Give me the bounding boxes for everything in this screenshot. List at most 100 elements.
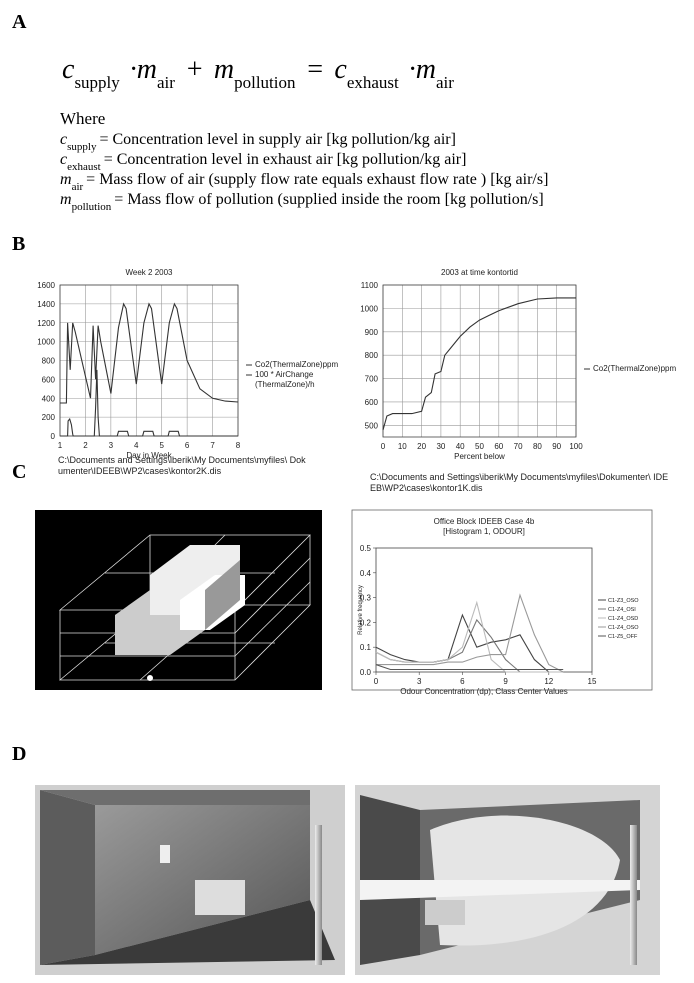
legend-label: 100 * AirChange (ThermalZone)/h [255, 370, 315, 389]
legend-label: C1-Z4_OSI [608, 607, 636, 613]
equation-subscript: air [436, 73, 454, 92]
subscript: exhaust [67, 161, 101, 173]
x-tick-label: 50 [475, 442, 484, 451]
x-tick-label: 4 [134, 441, 139, 450]
equation-subscript: exhaust [347, 73, 399, 92]
y-tick-label: 800 [365, 351, 379, 360]
where-list: csupply = Concentration level in supply a… [60, 131, 548, 213]
chart-title: Office Block IDEEB Case 4b [434, 517, 535, 526]
y-tick-label: 0.5 [360, 544, 372, 553]
series-line [376, 593, 564, 673]
equation-term: ·m [409, 54, 436, 85]
legend-label: Co2(ThermalZone)ppm [593, 364, 677, 373]
x-tick-label: 10 [398, 442, 407, 451]
x-tick-label: 1 [58, 441, 63, 450]
where-line: cexhaust = Concentration level in exhaust… [60, 151, 466, 173]
x-tick-label: 0 [381, 442, 386, 451]
x-tick-label: 7 [210, 441, 215, 450]
equation: csupply ·mair + mpollution = cexhaust ·mair [62, 54, 454, 92]
x-tick-label: 3 [109, 441, 114, 450]
definition: = Concentration level in supply air [kg … [99, 131, 456, 148]
x-tick-label: 60 [494, 442, 503, 451]
y-tick-label: 1600 [37, 281, 55, 290]
legend-label: C1-Z4_OSO [608, 625, 639, 631]
x-tick-label: 30 [436, 442, 445, 451]
panel-label: B [12, 233, 25, 255]
legend-label: Co2(ThermalZone)ppm [255, 360, 339, 369]
y-tick-label: 400 [42, 394, 56, 403]
y-tick-label: 600 [365, 398, 379, 407]
legend-label: C1-Z3_OSO [608, 598, 639, 604]
plot-frame [59, 284, 239, 437]
x-tick-label: 8 [236, 441, 241, 450]
x-tick-label: 3 [417, 677, 422, 686]
x-tick-label: 6 [460, 677, 465, 686]
file-caption: C:\Documents and Settings\iberik\My Docu… [58, 455, 306, 476]
y-tick-label: 0.2 [360, 618, 372, 627]
x-tick-label: 80 [533, 442, 542, 451]
panel-label: A [12, 11, 27, 33]
equation-subscript: pollution [234, 73, 296, 92]
symbol: c [60, 131, 67, 148]
equation-term: m [214, 54, 234, 85]
definition: = Concentration level in exhaust air [kg… [104, 151, 467, 168]
where-line: csupply = Concentration level in supply a… [60, 131, 456, 153]
series-line [60, 369, 238, 437]
x-tick-label: 5 [159, 441, 164, 450]
x-tick-label: 40 [456, 442, 465, 451]
x-tick-label: 0 [374, 677, 379, 686]
y-tick-label: 700 [365, 375, 379, 384]
x-tick-label: 6 [185, 441, 190, 450]
x-axis-label: Percent below [454, 452, 505, 461]
equation-term: ·m [130, 54, 157, 85]
series-line [60, 302, 239, 404]
chart-title: Week 2 2003 [126, 268, 174, 277]
equation-subscript: air [157, 73, 175, 92]
y-tick-label: 0.4 [360, 569, 372, 578]
y-tick-label: 1100 [361, 281, 379, 290]
y-tick-label: 0.1 [360, 643, 372, 652]
y-axis-label: Relative frequency [358, 585, 364, 635]
y-tick-label: 200 [42, 413, 56, 422]
x-tick-label: 15 [588, 677, 597, 686]
equation-subscript: supply [74, 73, 120, 92]
chart-subtitle: [Histogram 1, ODOUR] [443, 527, 525, 536]
series-line [382, 297, 576, 431]
y-tick-label: 800 [42, 357, 56, 366]
symbol: c [60, 151, 67, 168]
y-tick-label: 1400 [37, 300, 55, 309]
plot-frame [375, 547, 593, 673]
panel-label: C [12, 461, 26, 483]
chart-title: 2003 at time kontortid [441, 268, 518, 277]
subscript: supply [67, 141, 97, 153]
render-right [355, 785, 660, 975]
equation-term: c [62, 54, 75, 85]
y-tick-label: 1000 [37, 338, 55, 347]
where-line: mair = Mass flow of air (supply flow rate… [60, 171, 548, 193]
x-tick-label: 20 [417, 442, 426, 451]
equation-term: + [185, 54, 204, 85]
file-caption: C:\Documents and Settings\iberik\My Docu… [370, 472, 669, 493]
where-line: mpollution = Mass flow of pollution (supp… [60, 191, 544, 213]
subscript: pollution [72, 201, 112, 213]
equation-term: c [334, 54, 347, 85]
x-tick-label: 12 [544, 677, 553, 686]
where-title: Where [60, 109, 105, 128]
equation-term: = [306, 54, 325, 85]
series-line [375, 600, 564, 673]
legend-label: C1-Z4_OSD [608, 616, 638, 622]
y-tick-label: 0 [51, 432, 56, 441]
x-tick-label: 2 [83, 441, 88, 450]
x-tick-label: 9 [503, 677, 508, 686]
y-tick-label: 0.3 [360, 594, 372, 603]
x-tick-label: 90 [552, 442, 561, 451]
legend-label: C1-Z5_OFF [608, 634, 638, 640]
panel-label: D [12, 743, 26, 765]
symbol: m [60, 191, 72, 208]
x-tick-label: 100 [569, 442, 583, 451]
y-tick-label: 1200 [37, 319, 55, 328]
definition: = Mass flow of air (supply flow rate equ… [86, 171, 548, 188]
render-left [35, 785, 345, 975]
series-line [375, 664, 564, 671]
